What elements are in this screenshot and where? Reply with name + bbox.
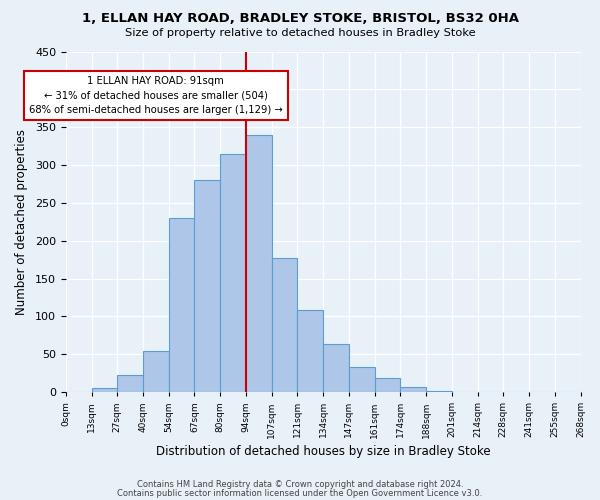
- X-axis label: Distribution of detached houses by size in Bradley Stoke: Distribution of detached houses by size …: [156, 444, 490, 458]
- Text: 1, ELLAN HAY ROAD, BRADLEY STOKE, BRISTOL, BS32 0HA: 1, ELLAN HAY ROAD, BRADLEY STOKE, BRISTO…: [82, 12, 518, 26]
- Bar: [117, 376, 143, 392]
- Bar: [220, 154, 246, 392]
- Bar: [143, 350, 169, 392]
- Bar: [272, 258, 298, 392]
- Text: Contains HM Land Registry data © Crown copyright and database right 2024.: Contains HM Land Registry data © Crown c…: [137, 480, 463, 489]
- Bar: [349, 367, 374, 392]
- Bar: [374, 378, 400, 392]
- Bar: [323, 344, 349, 392]
- Bar: [426, 390, 452, 392]
- Text: 1 ELLAN HAY ROAD: 91sqm
← 31% of detached houses are smaller (504)
68% of semi-d: 1 ELLAN HAY ROAD: 91sqm ← 31% of detache…: [29, 76, 283, 116]
- Bar: [400, 387, 426, 392]
- Bar: [246, 135, 272, 392]
- Text: Contains public sector information licensed under the Open Government Licence v3: Contains public sector information licen…: [118, 488, 482, 498]
- Bar: [92, 388, 117, 392]
- Bar: [169, 218, 194, 392]
- Bar: [194, 180, 220, 392]
- Y-axis label: Number of detached properties: Number of detached properties: [15, 129, 28, 315]
- Text: Size of property relative to detached houses in Bradley Stoke: Size of property relative to detached ho…: [125, 28, 475, 38]
- Bar: [298, 310, 323, 392]
